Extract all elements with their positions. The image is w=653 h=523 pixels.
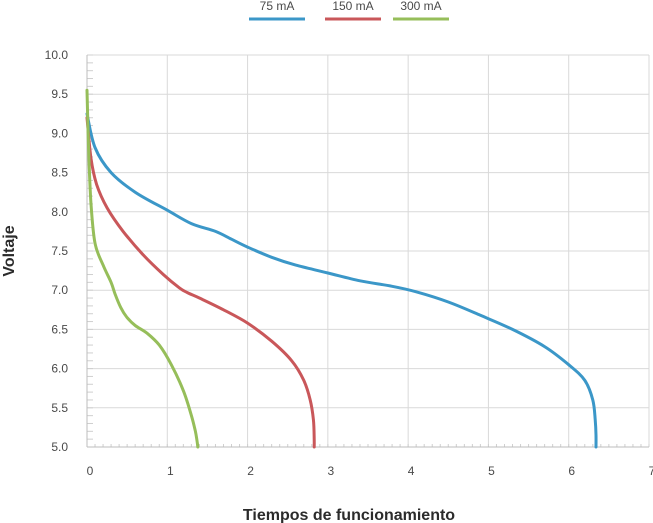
y-tick-label: 7.5 — [51, 244, 68, 258]
series-lines — [85, 88, 598, 449]
series-line-2 — [85, 88, 200, 449]
series-line-1 — [85, 116, 316, 449]
y-tick-label: 6.0 — [51, 362, 68, 376]
series-line-0 — [85, 112, 598, 449]
x-tick-label: 1 — [167, 464, 174, 478]
tick-labels: 5.0 5.5 6.0 6.5 7.0 7.5 8.0 8.5 9.0 9.5 10.0 0 1 2 3 4 5… — [45, 48, 653, 478]
y-tick-label: 5.0 — [51, 440, 68, 454]
y-tick-label: 5.5 — [51, 401, 68, 415]
legend-label-1: 150 mA — [332, 0, 373, 13]
x-tick-label: 3 — [328, 464, 335, 478]
y-tick-label: 8.0 — [51, 205, 68, 219]
y-axis-title: Voltaje — [1, 225, 18, 276]
y-tick-label: 10.0 — [45, 48, 69, 62]
x-tick-label: 0 — [87, 464, 94, 478]
x-tick-label: 2 — [247, 464, 254, 478]
x-axis-title: Tiempos de funcionamiento — [243, 507, 455, 523]
x-tick-label: 5 — [488, 464, 495, 478]
x-tick-label: 4 — [408, 464, 415, 478]
y-tick-label: 9.5 — [51, 87, 68, 101]
legend-label-0: 75 mA — [260, 0, 295, 13]
y-tick-label: 9.0 — [51, 126, 68, 140]
y-tick-label: 8.5 — [51, 166, 68, 180]
grid — [87, 54, 650, 448]
legend-label-2: 300 mA — [400, 0, 441, 13]
legend: 75 mA 150 mA 300 mA — [249, 0, 449, 21]
x-tick-label: 7 — [649, 464, 653, 478]
x-tick-label: 6 — [568, 464, 575, 478]
y-tick-label: 7.0 — [51, 283, 68, 297]
y-tick-label: 6.5 — [51, 322, 68, 336]
